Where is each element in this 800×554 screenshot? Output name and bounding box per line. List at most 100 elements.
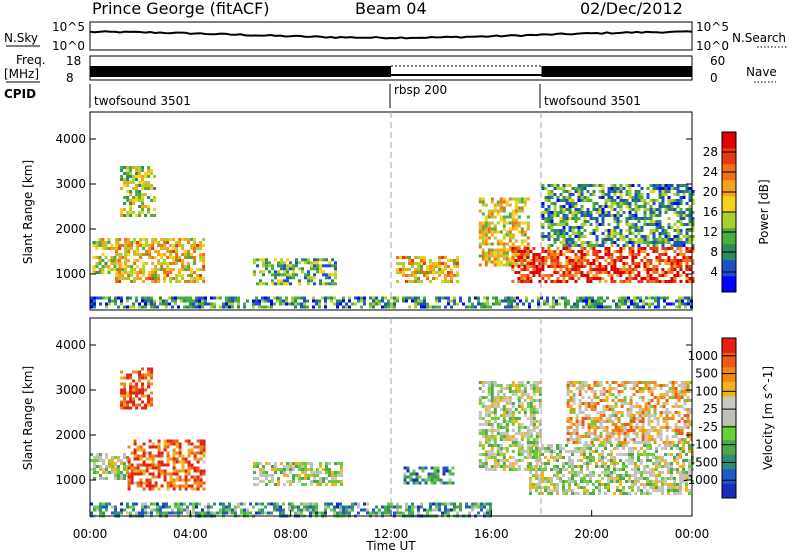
echo-cell: [276, 505, 279, 509]
echo-cell: [478, 236, 482, 240]
echo-cell: [160, 265, 164, 268]
echo-cell: [441, 511, 444, 515]
echo-cell: [195, 511, 198, 515]
echo-cell: [676, 447, 679, 450]
echo-cell: [411, 274, 414, 277]
echo-cell: [262, 264, 265, 268]
echo-cell: [316, 471, 319, 474]
echo-cell: [523, 203, 527, 207]
echo-cell: [655, 456, 658, 459]
echo-cell: [598, 190, 602, 193]
echo-cell: [337, 471, 340, 474]
echo-cell: [190, 451, 194, 455]
echo-cell: [673, 268, 677, 271]
echo-cell: [297, 508, 300, 512]
echo-cell: [667, 483, 670, 486]
echo-cell: [481, 417, 485, 420]
echo-cell: [135, 196, 139, 199]
echo-cell: [184, 472, 188, 476]
echo-cell: [616, 268, 620, 271]
echo-cell: [599, 435, 603, 438]
echo-cell: [499, 263, 503, 267]
echo-cell: [193, 280, 197, 283]
echo-cell: [490, 248, 494, 252]
echo-cell: [655, 459, 658, 462]
echo-cell: [514, 444, 518, 447]
echo-cell: [547, 238, 551, 241]
echo-cell: [584, 435, 588, 438]
echo-cell: [580, 468, 583, 471]
echo-cell: [289, 276, 292, 280]
echo-cell: [246, 511, 249, 515]
echo-cell: [613, 480, 616, 483]
echo-cell: [571, 465, 574, 468]
echo-cell: [124, 256, 128, 259]
echo-cell: [478, 224, 482, 228]
echo-cell: [667, 235, 671, 238]
echo-cell: [325, 258, 328, 262]
echo-cell: [120, 296, 123, 300]
echo-cell: [569, 381, 573, 384]
echo-cell: [151, 238, 155, 241]
echo-cell: [130, 475, 134, 479]
echo-cell: [273, 502, 276, 506]
echo-cell: [169, 472, 173, 476]
echo-cell: [436, 469, 440, 473]
echo-cell: [357, 299, 360, 303]
echo-cell: [144, 205, 148, 208]
echo-cell: [528, 305, 531, 309]
echo-cell: [526, 429, 530, 432]
echo-cell: [599, 432, 603, 435]
echo-cell: [142, 262, 146, 265]
echo-cell: [601, 256, 605, 259]
echo-cell: [265, 462, 268, 465]
echo-cell: [585, 299, 588, 303]
echo-cell: [120, 175, 124, 178]
echo-cell: [193, 238, 197, 241]
echo-cell: [405, 502, 408, 506]
echo-cell: [150, 169, 154, 172]
echo-cell: [547, 444, 550, 447]
echo-cell: [430, 475, 434, 479]
echo-cell: [253, 258, 256, 262]
echo-cell: [661, 271, 665, 274]
echo-cell: [601, 459, 604, 462]
echo-cell: [193, 451, 197, 455]
echo-cell: [652, 241, 656, 244]
echo-cell: [559, 444, 562, 447]
echo-cell: [670, 226, 674, 229]
echo-cell: [127, 460, 131, 464]
echo-cell: [658, 208, 662, 211]
echo-cell: [679, 447, 682, 450]
echo-cell: [601, 477, 604, 480]
echo-cell: [568, 208, 572, 211]
echo-cell: [571, 468, 574, 471]
echo-cell: [643, 256, 647, 259]
echo-cell: [157, 487, 161, 491]
echo-cell: [619, 268, 623, 271]
echo-cell: [447, 502, 450, 506]
echo-cell: [685, 208, 689, 211]
echo-cell: [511, 224, 515, 228]
echo-cell: [559, 471, 562, 474]
echo-cell: [553, 250, 557, 253]
echo-cell: [520, 221, 524, 225]
echo-cell: [589, 199, 593, 202]
echo-cell: [544, 208, 548, 211]
echo-cell: [661, 190, 665, 193]
echo-cell: [592, 268, 596, 271]
echo-cell: [292, 276, 295, 280]
echo-cell: [581, 411, 585, 414]
echo-cell: [162, 302, 165, 306]
echo-cell: [562, 241, 566, 244]
echo-cell: [598, 483, 601, 486]
echo-cell: [541, 262, 545, 265]
echo-cell: [499, 423, 503, 426]
echo-cell: [619, 477, 622, 480]
echo-cell: [493, 411, 497, 414]
echo-cell: [334, 282, 337, 286]
echo-cell: [566, 432, 570, 435]
echo-cell: [138, 373, 142, 377]
echo-cell: [688, 265, 692, 268]
echo-cell: [562, 486, 565, 489]
